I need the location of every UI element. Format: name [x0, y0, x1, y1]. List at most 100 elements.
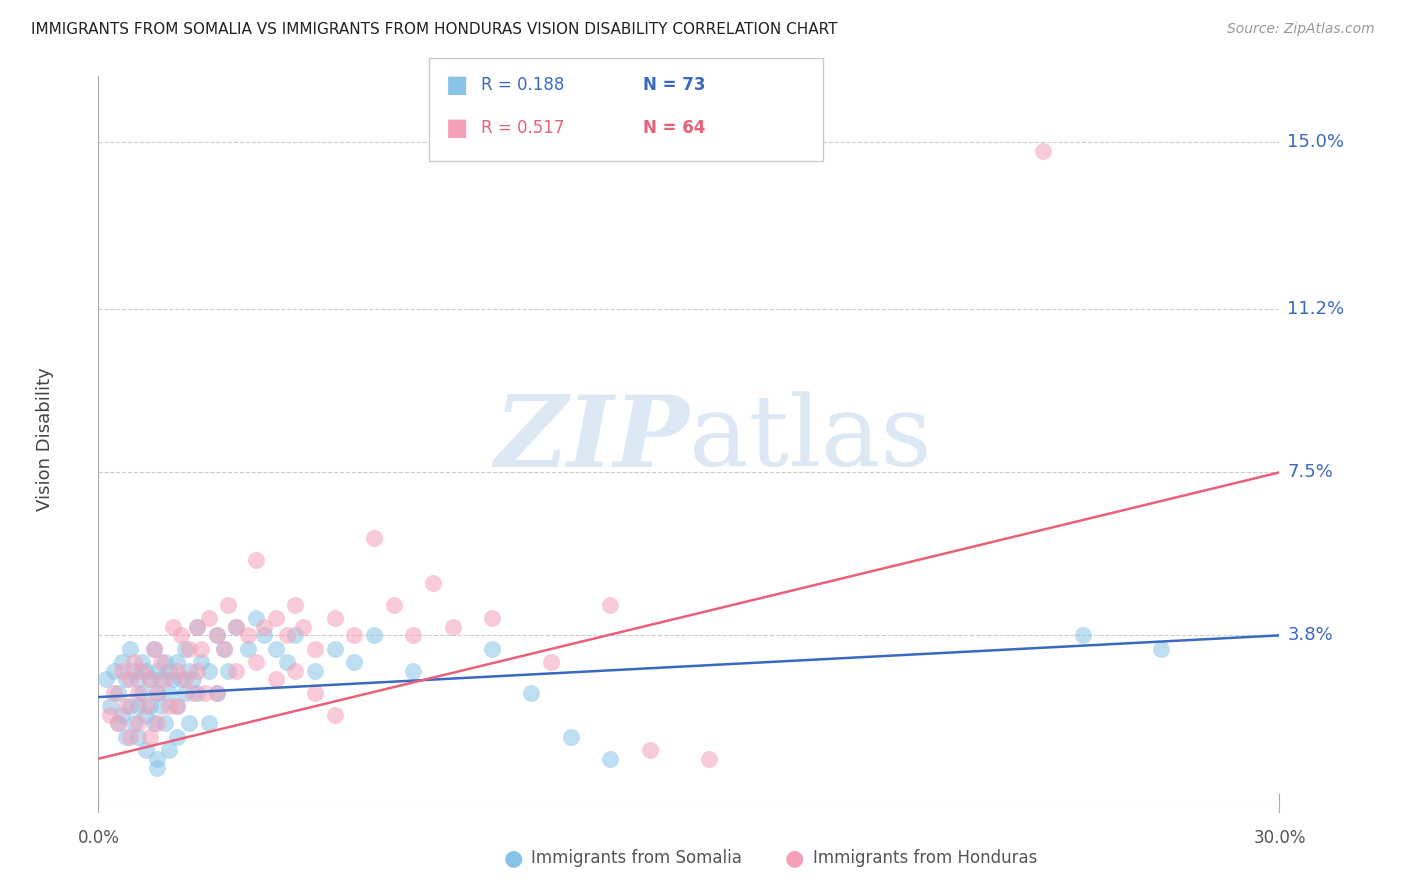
Point	[205, 628, 228, 642]
Point	[96, 673, 118, 687]
Point	[118, 673, 141, 687]
Point	[540, 655, 562, 669]
Point	[304, 664, 326, 678]
Point	[122, 716, 145, 731]
Text: Vision Disability: Vision Disability	[37, 368, 55, 511]
Point	[146, 716, 169, 731]
Point	[138, 730, 160, 744]
Point	[166, 730, 188, 744]
Point	[245, 611, 267, 625]
Point	[214, 641, 236, 656]
Text: 7.5%: 7.5%	[1288, 463, 1333, 482]
Text: ■: ■	[446, 73, 468, 96]
Point	[186, 619, 208, 633]
Point	[236, 641, 259, 656]
Point	[197, 664, 219, 678]
Point	[205, 686, 228, 700]
Point	[127, 730, 149, 744]
Point	[225, 664, 247, 678]
Point	[127, 686, 149, 700]
Point	[177, 716, 200, 731]
Point	[304, 686, 326, 700]
Point	[245, 655, 267, 669]
Point	[103, 664, 125, 678]
Text: 3.8%: 3.8%	[1288, 626, 1333, 644]
Point	[115, 673, 138, 687]
Text: IMMIGRANTS FROM SOMALIA VS IMMIGRANTS FROM HONDURAS VISION DISABILITY CORRELATIO: IMMIGRANTS FROM SOMALIA VS IMMIGRANTS FR…	[31, 22, 838, 37]
Point	[162, 619, 184, 633]
Point	[1071, 628, 1094, 642]
Point	[177, 641, 200, 656]
Point	[599, 752, 621, 766]
Point	[155, 655, 177, 669]
Point	[111, 664, 134, 678]
Point	[599, 598, 621, 612]
Point	[111, 655, 134, 669]
Point	[135, 743, 157, 757]
Point	[135, 664, 157, 678]
Point	[402, 664, 425, 678]
Text: N = 64: N = 64	[643, 119, 704, 136]
Point	[111, 707, 134, 722]
Point	[107, 686, 129, 700]
Point	[205, 686, 228, 700]
Point	[194, 686, 217, 700]
Point	[217, 664, 239, 678]
Point	[181, 673, 204, 687]
Point	[197, 716, 219, 731]
Text: N = 73: N = 73	[643, 76, 704, 94]
Point	[225, 619, 247, 633]
Point	[138, 673, 160, 687]
Point	[481, 641, 503, 656]
Point	[146, 760, 169, 774]
Point	[131, 686, 153, 700]
Point	[363, 532, 385, 546]
Point	[131, 655, 153, 669]
Point	[402, 628, 425, 642]
Point	[323, 641, 346, 656]
Point	[122, 664, 145, 678]
Point	[225, 619, 247, 633]
Point	[127, 716, 149, 731]
Point	[162, 673, 184, 687]
Point	[138, 698, 160, 713]
Point	[245, 553, 267, 567]
Text: 15.0%: 15.0%	[1288, 133, 1344, 151]
Point	[115, 698, 138, 713]
Point	[217, 598, 239, 612]
Point	[157, 686, 180, 700]
Point	[186, 686, 208, 700]
Point	[98, 707, 121, 722]
Point	[166, 698, 188, 713]
Point	[166, 698, 188, 713]
Point	[166, 655, 188, 669]
Point	[264, 641, 287, 656]
Point	[520, 686, 543, 700]
Point	[150, 698, 173, 713]
Point	[292, 619, 315, 633]
Point	[166, 664, 188, 678]
Point	[638, 743, 661, 757]
Text: R = 0.517: R = 0.517	[481, 119, 564, 136]
Point	[186, 619, 208, 633]
Point	[118, 730, 141, 744]
Text: atlas: atlas	[689, 392, 932, 487]
Text: Source: ZipAtlas.com: Source: ZipAtlas.com	[1227, 22, 1375, 37]
Point	[214, 641, 236, 656]
Point	[155, 673, 177, 687]
Point	[276, 655, 298, 669]
Point	[127, 698, 149, 713]
Point	[190, 641, 212, 656]
Point	[1150, 641, 1173, 656]
Text: Immigrants from Somalia: Immigrants from Somalia	[531, 849, 742, 867]
Point	[304, 641, 326, 656]
Point	[253, 619, 276, 633]
Point	[146, 664, 169, 678]
Point	[146, 686, 169, 700]
Point	[253, 628, 276, 642]
Point	[142, 641, 165, 656]
Point	[146, 686, 169, 700]
Point	[150, 673, 173, 687]
Point	[284, 598, 307, 612]
Point	[135, 707, 157, 722]
